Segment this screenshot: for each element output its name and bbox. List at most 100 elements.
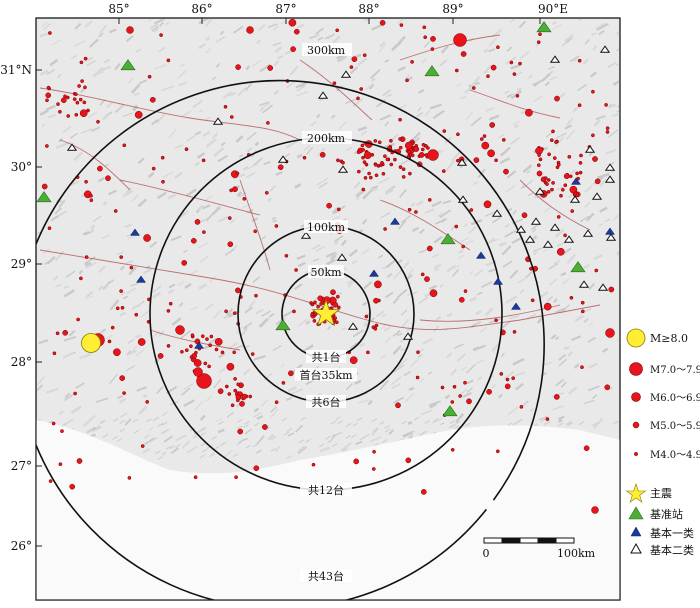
terrain-hatch (361, 301, 368, 307)
earthquake-marker (47, 226, 52, 231)
earthquake-marker (281, 381, 286, 385)
earthquake-marker (311, 462, 316, 467)
earthquake-marker (69, 483, 76, 490)
terrain-hatch (522, 400, 529, 407)
terrain-hatch (183, 383, 194, 391)
lon-label-86: 86° (191, 2, 212, 16)
earthquake-marker (420, 147, 425, 152)
earthquake-marker (605, 126, 610, 131)
class2-station-marker (604, 163, 616, 171)
earthquake-marker (235, 287, 241, 294)
earthquake-marker (456, 132, 460, 137)
earthquake-marker (140, 444, 145, 448)
terrain-hatch (359, 342, 366, 347)
terrain-hatch (419, 228, 425, 235)
terrain-hatch (127, 77, 134, 84)
earthquake-marker (254, 293, 258, 298)
earthquake-marker (190, 333, 195, 338)
count-label-200km: 共12台 (308, 483, 344, 497)
terrain-hatch (267, 23, 278, 29)
earthquake-marker (413, 146, 420, 152)
earthquake-marker (143, 234, 151, 242)
terrain-hatch (314, 33, 320, 39)
terrain-hatch (319, 446, 330, 453)
terrain-hatch (598, 30, 605, 36)
terrain-hatch (347, 279, 355, 288)
terrain-hatch (214, 445, 220, 450)
terrain-hatch (165, 21, 170, 26)
earthquake-marker (194, 350, 198, 355)
terrain-hatch (417, 353, 423, 358)
terrain-hatch (149, 436, 158, 443)
base-station-marker (442, 405, 458, 417)
class1-station-marker (136, 275, 146, 283)
terrain-hatch (114, 104, 125, 113)
terrain-hatch (209, 276, 217, 283)
terrain-hatch (92, 215, 102, 223)
terrain-hatch (92, 71, 105, 77)
terrain-hatch (226, 308, 234, 316)
earthquake-marker (383, 154, 387, 159)
earthquake-marker (399, 23, 404, 27)
earthquake-marker (189, 344, 193, 349)
earthquake-marker (418, 152, 425, 158)
terrain-hatch (407, 421, 413, 425)
terrain-hatch (394, 43, 400, 47)
terrain-hatch (383, 326, 391, 332)
earthquake-marker (119, 375, 126, 381)
terrain-hatch (516, 87, 522, 92)
terrain-hatch (512, 209, 517, 215)
ring-300km (36, 79, 545, 600)
terrain-hatch (354, 379, 362, 385)
terrain-hatch (504, 224, 510, 228)
terrain-hatch (359, 436, 366, 441)
terrain-hatch (108, 28, 117, 34)
class2-station-marker (599, 45, 611, 53)
terrain-hatch (492, 216, 502, 224)
terrain-hatch (560, 271, 567, 277)
earthquake-marker (220, 350, 225, 355)
terrain-hatch (407, 430, 415, 435)
terrain-hatch (237, 87, 247, 97)
terrain-hatch (318, 443, 325, 448)
terrain-hatch (474, 268, 484, 277)
terrain-hatch (194, 400, 204, 412)
earthquake-marker (82, 100, 87, 105)
class2-station-marker (515, 225, 527, 233)
terrain-hatch (91, 424, 101, 433)
terrain-hatch (245, 82, 253, 91)
terrain-hatch (510, 64, 520, 70)
terrain-hatch (117, 395, 124, 399)
terrain-hatch (246, 131, 257, 141)
earthquake-marker (168, 301, 173, 306)
terrain-hatch (455, 420, 461, 425)
earthquake-marker (233, 388, 238, 393)
earthquake-marker (452, 384, 457, 389)
earthquake-marker (264, 190, 269, 195)
terrain-hatch (350, 434, 357, 439)
legend: M≥8.0 M7.0～7.9 M6.0～6.9 M5.0～5.9 M4.0～4.… (625, 328, 700, 557)
terrain-hatch (197, 204, 204, 211)
class2-station-marker (604, 175, 616, 183)
earthquake-marker (62, 329, 69, 336)
terrain-hatch (371, 418, 378, 423)
terrain-hatch (488, 114, 500, 121)
earthquake-marker (454, 68, 459, 73)
terrain-hatch (112, 436, 118, 441)
terrain-hatch (370, 77, 376, 82)
earthquake-marker (349, 356, 358, 365)
earthquake-marker (442, 129, 447, 133)
terrain-hatch (316, 113, 321, 119)
earthquake-marker (302, 155, 307, 160)
terrain-hatch (162, 171, 174, 179)
earthquake-marker (356, 96, 360, 101)
terrain-hatch (593, 254, 603, 261)
terrain-hatch (64, 392, 71, 399)
latitude-axis: 31°N 30° 29° 28° 27° 26° (0, 63, 42, 553)
terrain-hatch (380, 354, 387, 360)
terrain-hatch (404, 392, 415, 403)
earthquake-marker (52, 351, 57, 356)
terrain-hatch (582, 58, 589, 65)
terrain-hatch (365, 82, 375, 91)
terrain-hatch (162, 411, 168, 417)
